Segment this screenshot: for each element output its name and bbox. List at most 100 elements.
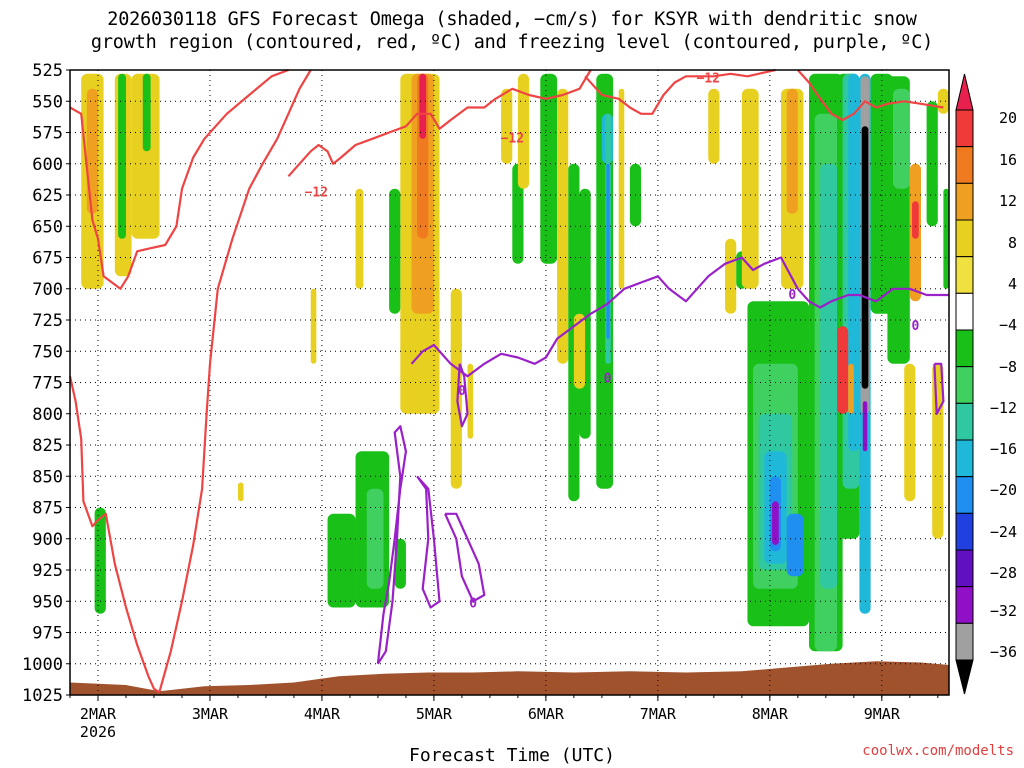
omega-cell — [142, 73, 151, 152]
omega-cell — [131, 73, 160, 239]
contour-label: −12 — [305, 185, 328, 200]
colorbar-label: −12 — [990, 399, 1017, 417]
omega-cell — [893, 88, 910, 189]
omega-cell — [512, 163, 524, 264]
y-tick-label: 600 — [32, 155, 63, 175]
colorbar-swatch — [955, 512, 974, 551]
omega-cell — [118, 73, 126, 239]
omega-cell — [943, 188, 949, 289]
x-tick-label: 3MAR — [192, 705, 229, 723]
colorbar-swatch — [955, 549, 974, 588]
colorbar-label: −24 — [990, 523, 1017, 541]
colorbar-label: 4 — [1008, 275, 1017, 293]
colorbar-bottom-arrow — [955, 659, 974, 695]
omega-cell — [618, 88, 625, 289]
grid — [70, 69, 949, 696]
omega-cell — [837, 326, 849, 414]
chart-title-line-1: 2026030118 GFS Forecast Omega (shaded, −… — [107, 9, 917, 30]
x-tick-label: 9MAR — [864, 705, 901, 723]
dendritic-contour — [796, 69, 944, 122]
freezing-contour — [456, 363, 469, 428]
x-year-label: 2026 — [80, 723, 116, 741]
y-tick-label: 750 — [32, 342, 63, 362]
colorbar-swatch — [955, 182, 974, 221]
contour-label: 0 — [788, 288, 796, 303]
omega-cell — [517, 73, 530, 189]
omega-cell — [786, 88, 798, 214]
y-tick-label: 850 — [32, 467, 63, 487]
contour-label: 0 — [458, 384, 466, 399]
y-tick-label: 525 — [32, 61, 63, 81]
y-tick-label: 925 — [32, 561, 63, 581]
y-tick-label: 1025 — [22, 686, 63, 706]
omega-cell — [820, 163, 838, 589]
omega-cell — [741, 88, 759, 289]
y-tick-label: 775 — [32, 374, 63, 394]
omega-cell — [557, 88, 569, 364]
omega-cell — [606, 163, 610, 339]
contour-label: 0 — [604, 372, 612, 387]
colorbar-swatch — [955, 586, 974, 624]
y-tick-label: 800 — [32, 405, 63, 425]
contour-label: −12 — [697, 72, 720, 87]
omega-cell — [94, 507, 106, 614]
omega-cell — [912, 201, 919, 239]
colorbar-label: −20 — [990, 481, 1017, 499]
omega-cell — [937, 88, 949, 114]
y-tick-label: 875 — [32, 499, 63, 519]
x-axis-label: Forecast Time (UTC) — [409, 745, 615, 766]
credit-text: coolwx.com/modelts — [862, 743, 1014, 759]
ground-area — [70, 661, 949, 695]
contour-label: 0 — [469, 597, 477, 612]
y-tick-label: 625 — [32, 186, 63, 206]
colorbar-top-arrow — [955, 73, 974, 111]
contour-label: 0 — [911, 319, 919, 334]
y-tick-label: 550 — [32, 92, 63, 112]
colorbar-swatch — [955, 476, 974, 514]
omega-cell — [904, 363, 916, 502]
y-tick-label: 675 — [32, 249, 63, 269]
colorbar-label: −4 — [999, 316, 1017, 334]
colorbar-swatch — [955, 439, 974, 478]
omega-cell — [862, 401, 868, 452]
colorbar-swatch — [955, 219, 974, 258]
colorbar-swatch — [955, 402, 974, 441]
colorbar-swatch — [955, 256, 974, 294]
dendritic-contour — [68, 376, 161, 694]
colorbar-label: −16 — [990, 440, 1017, 458]
y-tick-label: 975 — [32, 624, 63, 644]
freezing-contour — [410, 256, 949, 378]
omega-cell — [450, 288, 462, 489]
omega-cell — [501, 88, 513, 164]
omega-cell — [419, 73, 427, 139]
omega-cell — [310, 288, 317, 364]
dendritic-contour — [158, 69, 312, 692]
omega-cell — [394, 538, 406, 589]
colorbar-label: 20 — [999, 109, 1017, 127]
colorbar-swatch — [955, 146, 974, 184]
freezing-contour — [444, 512, 486, 603]
omega-cell — [786, 513, 804, 577]
colorbar-label: −8 — [999, 358, 1017, 376]
y-tick-label: 700 — [32, 280, 63, 300]
y-axis: 525 550 575 600 625 650 675 700 725 750 775 800 825 8… — [22, 61, 70, 706]
omega-cell — [355, 188, 364, 289]
chart-title-line-2: growth region (contoured, red, ºC) and f… — [90, 32, 934, 53]
omega-cell — [389, 188, 401, 314]
omega-cell — [540, 73, 558, 264]
x-tick-label: 4MAR — [304, 705, 341, 723]
y-tick-label: 725 — [32, 311, 63, 331]
y-tick-label: 575 — [32, 124, 63, 144]
colorbar-swatch — [955, 622, 974, 661]
colorbar-label: 12 — [999, 192, 1017, 210]
omega-cell — [772, 501, 779, 545]
ground-terrain — [70, 661, 949, 695]
dendritic-contour — [69, 68, 289, 290]
omega-cell — [327, 513, 356, 608]
colorbar-label: −32 — [990, 602, 1017, 620]
dendritic-contour — [584, 68, 776, 115]
x-tick-label: 2MAR — [80, 705, 117, 723]
dendritic-contour — [287, 69, 592, 178]
y-tick-label: 900 — [32, 530, 63, 550]
